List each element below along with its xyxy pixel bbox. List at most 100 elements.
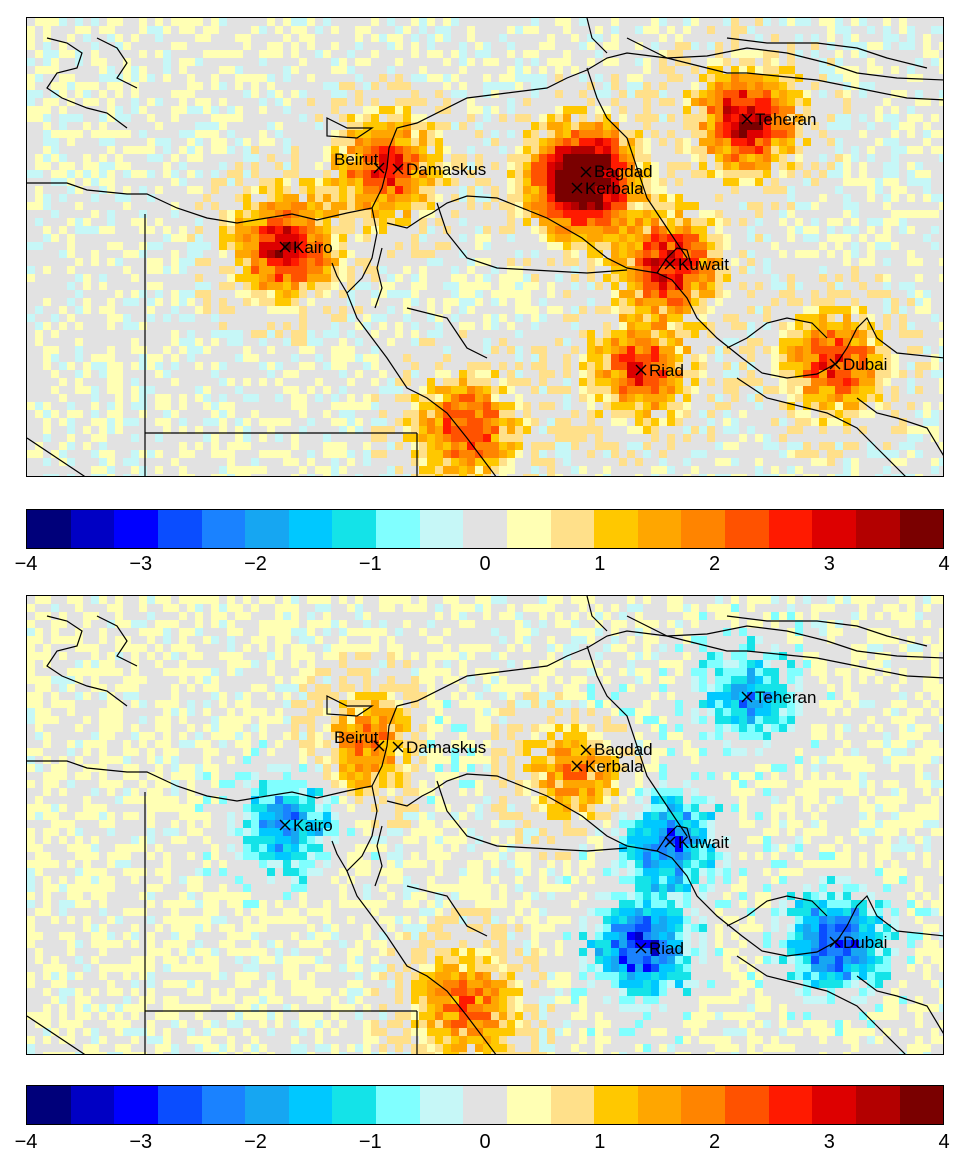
colorbar-tick-label: −3	[129, 1131, 153, 1153]
colorbar-segment	[812, 510, 856, 548]
boundary-line	[27, 630, 943, 802]
colorbar-segment	[725, 510, 769, 548]
colorbar-tick-label: 2	[708, 1131, 721, 1153]
colorbar-segment	[332, 510, 376, 548]
boundary-line	[736, 377, 906, 476]
map-panel-top: Teheran Beirut Damaskus Bagdad Kerbala Kairo K…	[26, 17, 944, 477]
colorbar-segment	[376, 1086, 420, 1124]
city-marker-dubai: Dubai	[829, 933, 887, 952]
cross-marker-icon	[580, 744, 592, 756]
boundary-line	[586, 596, 608, 632]
boundary-line	[586, 18, 608, 54]
cross-marker-icon	[664, 258, 676, 270]
city-marker-dubai: Dubai	[829, 355, 887, 374]
city-marker-kerbala: Kerbala	[571, 757, 644, 776]
city-label: Dubai	[843, 355, 887, 374]
city-label: Kerbala	[585, 179, 644, 198]
boundary-line	[856, 397, 943, 456]
cross-marker-icon	[829, 358, 841, 370]
city-marker-kuwait: Kuwait	[664, 255, 729, 274]
colorbar-segment	[70, 510, 115, 548]
coastline-border-lines	[27, 596, 943, 1054]
colorbar-segment	[201, 510, 246, 548]
colorbar-segment	[332, 1086, 376, 1124]
cross-marker-icon	[741, 113, 753, 125]
boundary-line	[726, 895, 828, 927]
city-label: Riad	[649, 939, 684, 958]
colorbar-tick-label: 1	[594, 553, 606, 575]
colorbar-tick-label: −1	[358, 1131, 382, 1153]
colorbar-segment	[637, 1086, 682, 1124]
boundary-line	[436, 780, 628, 852]
city-marker-teheran: Teheran	[741, 110, 816, 129]
city-marker-beirut: Beirut	[334, 150, 385, 174]
city-label: Kuwait	[678, 255, 729, 274]
city-label: Kerbala	[585, 757, 644, 776]
city-label: Damaskus	[406, 738, 486, 757]
colorbar-tick-label: 0	[479, 553, 491, 575]
colorbar-segment	[855, 510, 900, 548]
colorbar-segment	[114, 1086, 158, 1124]
city-marker-bagdad: Bagdad	[580, 740, 653, 759]
cross-marker-icon	[392, 163, 404, 175]
cross-marker-icon	[571, 760, 583, 772]
colorbar-segment	[70, 1086, 115, 1124]
boundary-line	[656, 247, 693, 274]
cross-marker-icon	[580, 166, 592, 178]
field-grid	[27, 596, 943, 1054]
boundary-line	[27, 52, 943, 224]
city-label: Kuwait	[678, 833, 729, 852]
boundary-line	[586, 645, 688, 837]
colorbar-segment	[506, 1086, 551, 1124]
boundary-line	[46, 615, 128, 707]
cross-marker-icon	[279, 819, 291, 831]
colorbar-segment	[201, 1086, 246, 1124]
colorbar-segment	[899, 510, 944, 548]
colorbar-segment	[288, 510, 333, 548]
colorbar-segment	[114, 510, 158, 548]
city-label: Teheran	[755, 110, 816, 129]
colorbar-segment	[245, 1086, 289, 1124]
colorbar-segment	[419, 510, 464, 548]
colorbar-bottom	[26, 1085, 944, 1125]
city-marker-damaskus: Damaskus	[392, 160, 486, 179]
cross-marker-icon	[635, 364, 647, 376]
city-marker-riad: Riad	[635, 939, 684, 958]
boundary-line	[406, 307, 488, 359]
colorbar-segment	[855, 1086, 900, 1124]
colorbar-tick-label: 3	[823, 1131, 835, 1153]
boundary-line	[346, 785, 497, 1054]
colorbar-segment	[812, 1086, 856, 1124]
boundary-line	[626, 37, 943, 81]
colorbar-segment	[27, 1086, 71, 1124]
colorbar-segment	[419, 1086, 464, 1124]
colorbar-segment	[245, 510, 289, 548]
colorbar-top-ticklabels: −4 −3 −2 −1 0 1 2 3 4	[15, 553, 950, 577]
boundary-line	[46, 37, 128, 129]
colorbar-segment	[463, 510, 507, 548]
colorbar-tick-label: −4	[14, 553, 38, 575]
city-marker-kuwait: Kuwait	[664, 833, 729, 852]
cross-marker-icon	[279, 241, 291, 253]
boundary-line	[626, 615, 943, 659]
city-label: Riad	[649, 361, 684, 380]
colorbar-bottom-ticklabels: −4 −3 −2 −1 0 1 2 3 4	[15, 1131, 950, 1155]
colorbar-segment	[768, 510, 813, 548]
colorbar-segment	[288, 1086, 333, 1124]
boundary-line	[736, 955, 906, 1054]
boundary-line	[27, 437, 86, 476]
colorbar-segment	[550, 1086, 595, 1124]
boundary-line	[726, 615, 928, 647]
colorbar-segment	[768, 1086, 813, 1124]
boundary-line	[406, 885, 488, 937]
cross-marker-icon	[392, 741, 404, 753]
boundary-line	[326, 117, 374, 139]
colorbar-segment	[27, 510, 71, 548]
colorbar-tick-label: −4	[14, 1131, 38, 1153]
colorbar-segment	[637, 510, 682, 548]
city-label: Damaskus	[406, 160, 486, 179]
colorbar-segment	[899, 1086, 944, 1124]
colorbar-segment	[157, 510, 202, 548]
